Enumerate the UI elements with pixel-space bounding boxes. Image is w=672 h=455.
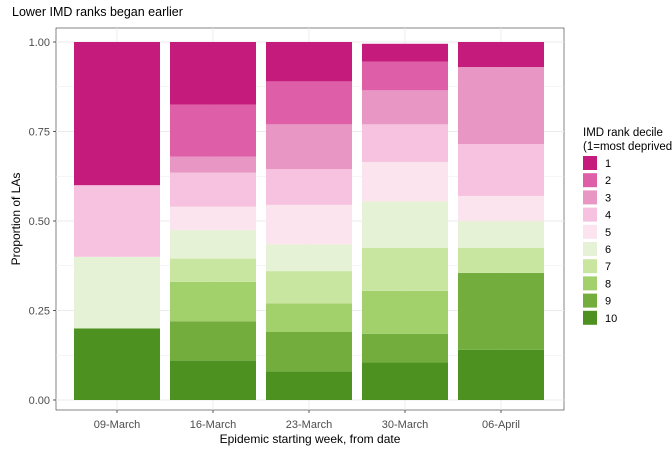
bar-segment-06-april-decile-10 [458, 349, 544, 400]
bar-segment-30-march-decile-3 [362, 90, 448, 125]
bars [74, 42, 544, 400]
legend-swatch-decile-9 [583, 293, 597, 308]
bar-segment-30-march-decile-10 [362, 362, 448, 400]
bar-segment-06-april-decile-6 [458, 221, 544, 248]
legend-label-decile-7: 7 [605, 261, 611, 273]
bar-segment-23-march-decile-9 [266, 331, 352, 372]
bar-segment-30-march-decile-9 [362, 333, 448, 363]
x-axis-label: Epidemic starting week, from date [220, 432, 401, 446]
bar-segment-23-march-decile-2 [266, 81, 352, 125]
chart-title: Lower IMD ranks began earlier [12, 5, 183, 19]
bar-segment-06-april-decile-1 [458, 42, 544, 68]
bar-segment-16-march-decile-5 [170, 206, 256, 230]
bar-segment-09-march-decile-4 [74, 185, 160, 257]
bar-segment-16-march-decile-3 [170, 156, 256, 173]
y-tick-label: 0.50 [29, 216, 50, 228]
bar-segment-30-march-decile-6 [362, 201, 448, 248]
bar-segment-30-march-decile-2 [362, 61, 448, 91]
legend-swatch-decile-4 [583, 207, 597, 222]
legend-title-line-1: IMD rank decile [583, 127, 663, 139]
bar-segment-23-march-decile-8 [266, 303, 352, 332]
bar-segment-30-march-decile-8 [362, 290, 448, 334]
y-axis-label: Proportion of LAs [9, 173, 23, 266]
y-tick-label: 0.00 [29, 395, 50, 407]
bar-segment-23-march-decile-6 [266, 244, 352, 272]
bar-segment-09-march-decile-1 [74, 42, 160, 186]
legend-label-decile-2: 2 [605, 175, 611, 187]
bar-segment-06-april-decile-5 [458, 195, 544, 221]
legend-label-decile-1: 1 [605, 158, 611, 170]
bar-segment-09-march-decile-10 [74, 328, 160, 400]
x-tick-label: 16-March [190, 419, 236, 431]
bar-segment-16-march-decile-10 [170, 360, 256, 400]
legend-swatch-decile-1 [583, 156, 597, 170]
legend-label-decile-6: 6 [605, 244, 611, 256]
bar-segment-30-march-decile-1 [362, 43, 448, 62]
legend-swatch-decile-10 [583, 310, 597, 325]
x-tick-label: 06-April [482, 419, 520, 431]
legend-swatch-decile-8 [583, 276, 597, 291]
x-tick-label: 09-March [94, 419, 140, 431]
legend-items: 1 2 3 4 5 6 7 8 9 10 [583, 156, 617, 325]
bar-segment-23-march-decile-1 [266, 42, 352, 82]
bar-segment-16-march-decile-1 [170, 42, 256, 105]
legend-swatch-decile-3 [583, 190, 597, 205]
bar-segment-23-march-decile-10 [266, 371, 352, 400]
y-tick-label: 1.00 [29, 37, 50, 49]
x-tick-label: 23-March [286, 419, 332, 431]
bar-segment-23-march-decile-7 [266, 271, 352, 304]
x-axis: 09-March 16-March 23-March 30-March 06-April [94, 410, 520, 431]
y-tick-label: 0.75 [29, 127, 50, 139]
bar-segment-06-april-decile-7 [458, 247, 544, 273]
legend-label-decile-10: 10 [605, 313, 617, 325]
legend-label-decile-3: 3 [605, 192, 611, 204]
bar-segment-16-march-decile-6 [170, 229, 256, 259]
bar-segment-16-march-decile-8 [170, 281, 256, 322]
bar-segment-30-march-decile-4 [362, 124, 448, 162]
legend-title-line-2: (1=most deprived) [583, 141, 672, 153]
legend-label-decile-4: 4 [605, 210, 611, 222]
bar-segment-16-march-decile-4 [170, 172, 256, 207]
legend-swatch-decile-6 [583, 242, 597, 256]
bar-segment-23-march-decile-4 [266, 169, 352, 205]
y-axis: 0.00 0.25 0.50 0.75 1.00 [29, 37, 56, 407]
bar-segment-30-march-decile-5 [362, 161, 448, 202]
y-tick-label: 0.25 [29, 306, 50, 318]
bar-segment-06-april-decile-9 [458, 272, 544, 350]
bar-segment-23-march-decile-5 [266, 204, 352, 245]
legend: IMD rank decile (1=most deprived) 1 2 3 4 5 6… [583, 127, 672, 325]
legend-label-decile-5: 5 [605, 227, 611, 239]
bar-segment-16-march-decile-2 [170, 104, 256, 157]
bar-segment-09-march-decile-6 [74, 256, 160, 329]
legend-label-decile-8: 8 [605, 278, 611, 290]
legend-label-decile-9: 9 [605, 296, 611, 308]
legend-swatch-decile-5 [583, 224, 597, 239]
x-tick-label: 30-March [382, 419, 428, 431]
bar-segment-06-april-decile-4 [458, 144, 544, 196]
legend-swatch-decile-7 [583, 259, 597, 274]
legend-swatch-decile-2 [583, 173, 597, 188]
bar-segment-30-march-decile-7 [362, 247, 448, 291]
bar-segment-06-april-decile-3 [458, 67, 544, 145]
bar-segment-16-march-decile-7 [170, 258, 256, 282]
bar-segment-16-march-decile-9 [170, 321, 256, 361]
bar-segment-23-march-decile-3 [266, 124, 352, 170]
